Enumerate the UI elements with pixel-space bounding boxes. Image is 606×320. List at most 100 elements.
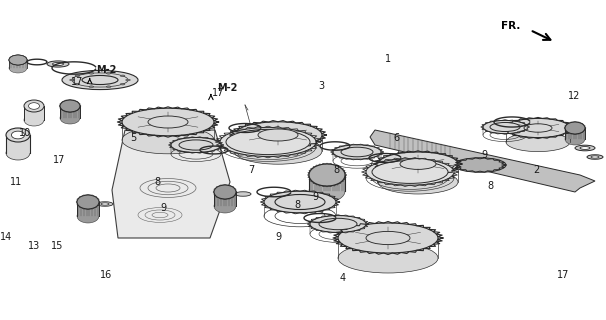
Text: 10: 10 xyxy=(19,128,32,138)
FancyBboxPatch shape xyxy=(9,60,27,68)
Text: M-2: M-2 xyxy=(96,65,116,76)
Text: 13: 13 xyxy=(28,241,41,252)
Ellipse shape xyxy=(378,152,458,176)
Text: 17: 17 xyxy=(53,155,65,165)
Ellipse shape xyxy=(372,161,448,183)
Ellipse shape xyxy=(483,120,527,134)
Ellipse shape xyxy=(524,124,552,132)
Text: 9: 9 xyxy=(482,150,488,160)
FancyBboxPatch shape xyxy=(6,135,30,153)
Ellipse shape xyxy=(258,129,298,141)
Ellipse shape xyxy=(12,131,25,139)
Ellipse shape xyxy=(75,75,79,77)
Text: 12: 12 xyxy=(568,91,581,101)
Ellipse shape xyxy=(9,63,27,73)
Text: 11: 11 xyxy=(10,177,22,188)
Ellipse shape xyxy=(580,147,590,149)
Ellipse shape xyxy=(75,83,79,85)
Polygon shape xyxy=(112,130,230,238)
Text: 17: 17 xyxy=(558,270,570,280)
Text: 8: 8 xyxy=(294,200,300,210)
Text: 6: 6 xyxy=(394,132,400,143)
Ellipse shape xyxy=(220,128,316,156)
Ellipse shape xyxy=(575,145,595,151)
Ellipse shape xyxy=(338,243,438,273)
Ellipse shape xyxy=(28,103,39,109)
Text: 8: 8 xyxy=(155,177,161,188)
Ellipse shape xyxy=(121,75,125,77)
Text: 9: 9 xyxy=(276,232,282,242)
Ellipse shape xyxy=(47,61,69,67)
Ellipse shape xyxy=(234,138,322,164)
Ellipse shape xyxy=(234,122,322,148)
FancyBboxPatch shape xyxy=(565,128,585,139)
Ellipse shape xyxy=(171,138,221,153)
Ellipse shape xyxy=(122,108,214,136)
Ellipse shape xyxy=(70,79,75,81)
Ellipse shape xyxy=(341,147,373,157)
Text: 3: 3 xyxy=(318,81,324,92)
Text: 7: 7 xyxy=(248,164,255,175)
Ellipse shape xyxy=(122,126,214,154)
Ellipse shape xyxy=(400,159,436,169)
Ellipse shape xyxy=(89,72,94,74)
Ellipse shape xyxy=(226,129,310,155)
Ellipse shape xyxy=(587,155,603,159)
Ellipse shape xyxy=(319,218,357,230)
Text: 2: 2 xyxy=(533,164,539,175)
Ellipse shape xyxy=(309,164,345,186)
Ellipse shape xyxy=(490,123,520,132)
Ellipse shape xyxy=(565,133,585,145)
Text: 17: 17 xyxy=(212,88,224,98)
Text: 8: 8 xyxy=(488,180,494,191)
Ellipse shape xyxy=(121,83,125,85)
Ellipse shape xyxy=(6,146,30,160)
FancyBboxPatch shape xyxy=(309,175,345,191)
Ellipse shape xyxy=(9,55,27,65)
Text: M-2: M-2 xyxy=(217,83,238,93)
Ellipse shape xyxy=(89,86,94,88)
Text: 1: 1 xyxy=(385,54,391,64)
Ellipse shape xyxy=(107,72,111,74)
Ellipse shape xyxy=(214,199,236,213)
Text: 15: 15 xyxy=(52,241,64,252)
Ellipse shape xyxy=(24,100,44,112)
Text: 4: 4 xyxy=(339,273,345,284)
Ellipse shape xyxy=(338,223,438,253)
Text: 9: 9 xyxy=(312,192,318,202)
Ellipse shape xyxy=(101,203,109,205)
Ellipse shape xyxy=(366,159,454,185)
Ellipse shape xyxy=(214,185,236,199)
Polygon shape xyxy=(370,130,595,192)
Ellipse shape xyxy=(235,192,251,196)
Text: 9: 9 xyxy=(161,203,167,213)
FancyBboxPatch shape xyxy=(77,202,99,216)
Text: 17: 17 xyxy=(71,76,83,87)
Ellipse shape xyxy=(6,128,30,142)
Ellipse shape xyxy=(591,156,599,158)
Ellipse shape xyxy=(378,170,458,194)
Text: 16: 16 xyxy=(100,270,112,280)
Text: FR.: FR. xyxy=(501,21,520,31)
FancyBboxPatch shape xyxy=(214,192,236,206)
Ellipse shape xyxy=(82,76,118,84)
Ellipse shape xyxy=(62,70,138,90)
Ellipse shape xyxy=(264,191,336,213)
Ellipse shape xyxy=(506,132,570,152)
Ellipse shape xyxy=(60,112,80,124)
Ellipse shape xyxy=(565,122,585,134)
Ellipse shape xyxy=(454,158,506,172)
Ellipse shape xyxy=(97,202,113,206)
Ellipse shape xyxy=(24,114,44,126)
Ellipse shape xyxy=(309,180,345,202)
Ellipse shape xyxy=(179,140,213,150)
FancyBboxPatch shape xyxy=(24,106,44,120)
Ellipse shape xyxy=(77,209,99,223)
Ellipse shape xyxy=(310,216,366,232)
FancyBboxPatch shape xyxy=(60,106,80,118)
Ellipse shape xyxy=(77,195,99,209)
Ellipse shape xyxy=(333,145,381,159)
Ellipse shape xyxy=(60,100,80,112)
Text: 5: 5 xyxy=(130,132,136,143)
Ellipse shape xyxy=(366,231,410,244)
